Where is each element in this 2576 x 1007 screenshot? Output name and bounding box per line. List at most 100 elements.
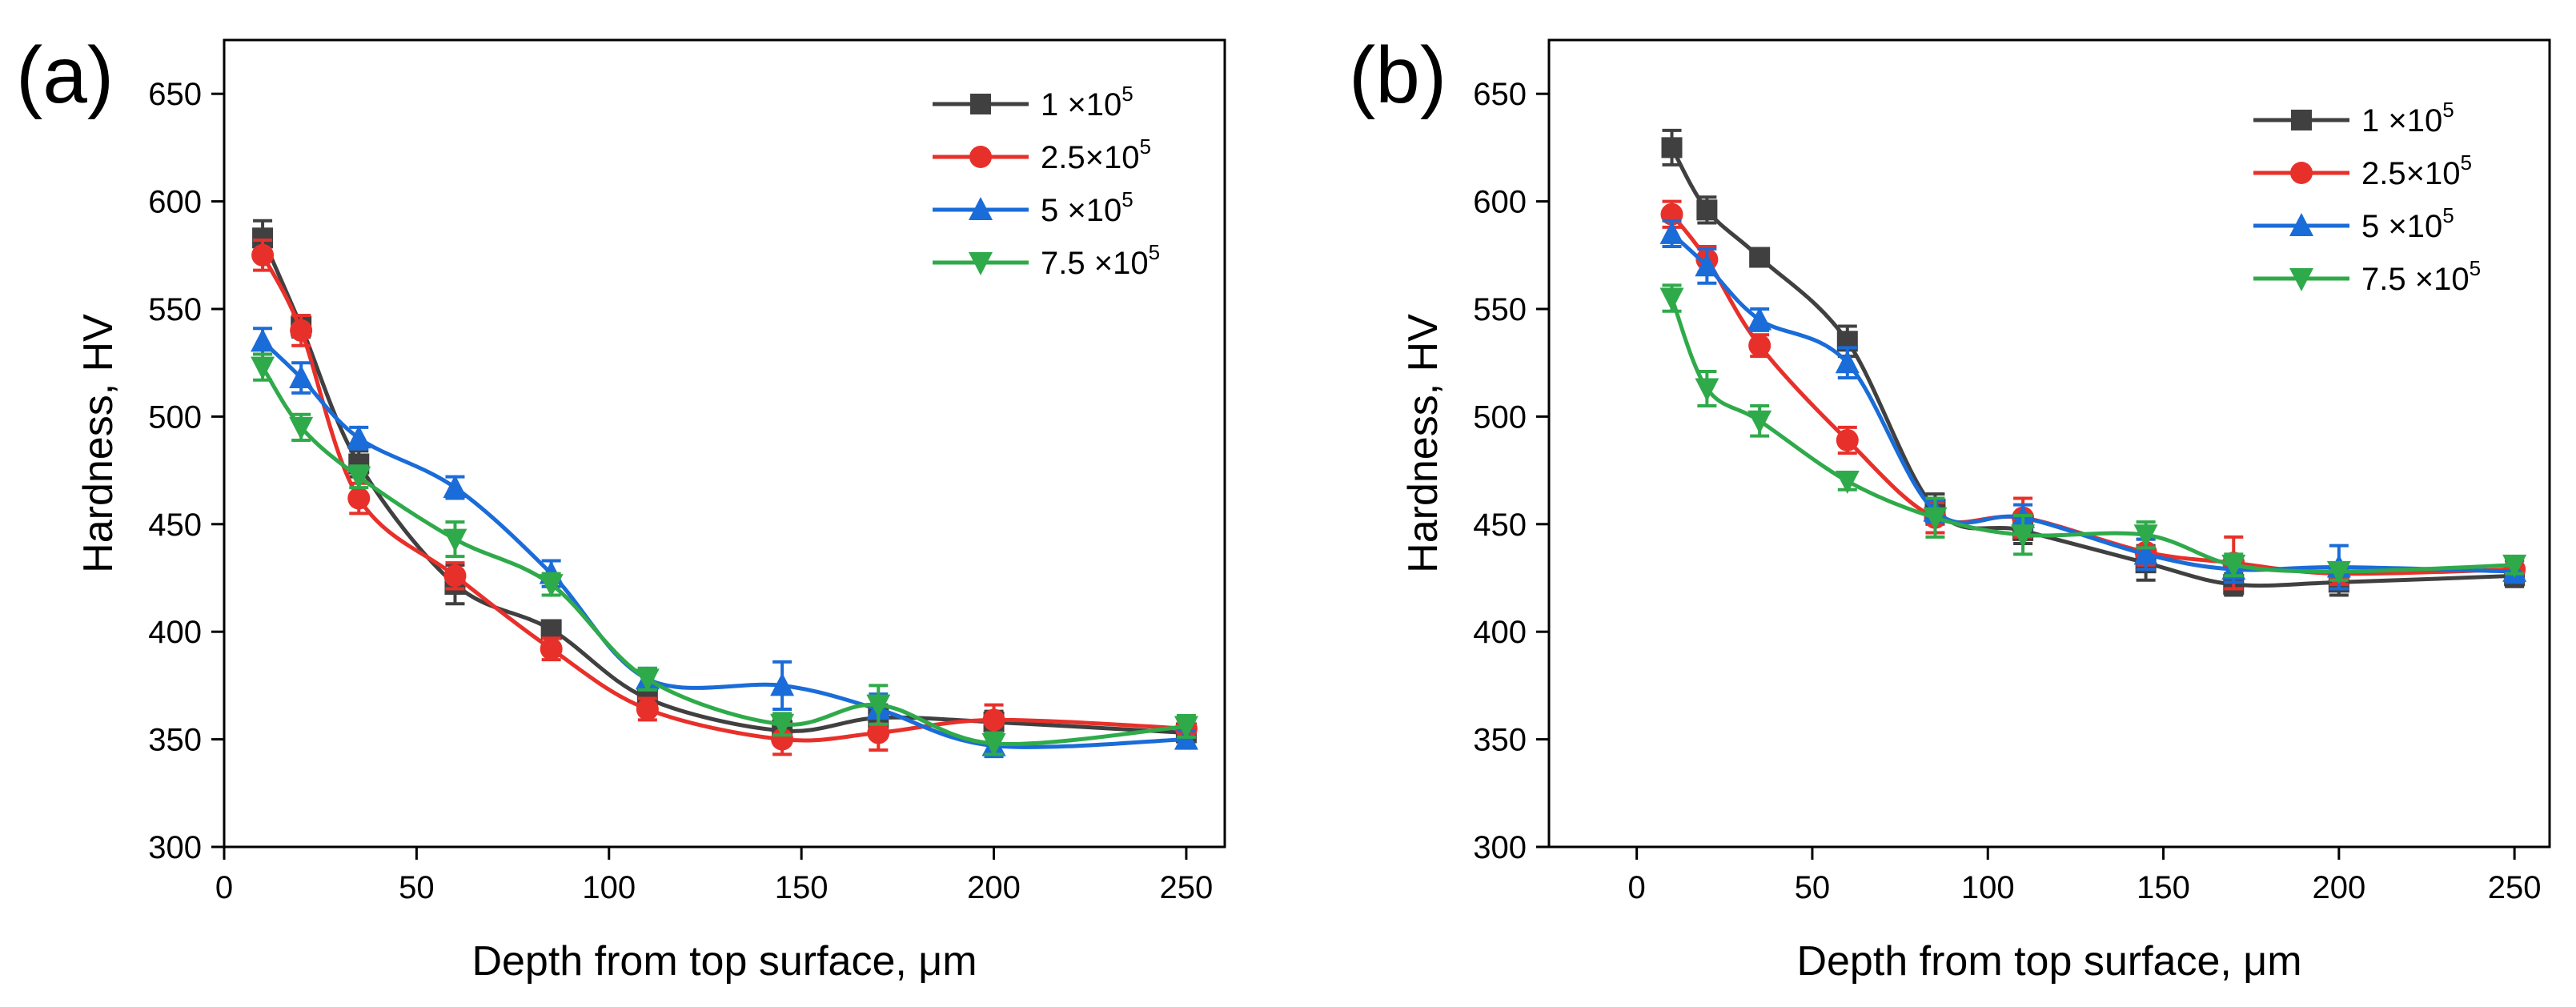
data-point xyxy=(1661,137,1683,158)
data-point xyxy=(443,475,467,499)
y-tick-label: 400 xyxy=(1473,615,1527,650)
data-point xyxy=(1749,247,1771,268)
y-tick-label: 450 xyxy=(148,508,202,543)
legend-marker xyxy=(2291,110,2312,130)
y-tick-label: 600 xyxy=(1473,185,1527,220)
legend-exponent: 5 xyxy=(1149,240,1160,264)
plot-frame xyxy=(223,38,1226,849)
legend-exponent: 5 xyxy=(2460,150,2471,175)
data-point xyxy=(1695,378,1719,402)
data-point xyxy=(1747,410,1772,434)
legend-label: 5 ×105 xyxy=(1041,187,1134,228)
legend-label: 5 ×105 xyxy=(2361,203,2454,244)
x-tick-label: 50 xyxy=(399,870,435,905)
y-tick-label: 450 xyxy=(1473,508,1527,543)
legend-marker xyxy=(2290,162,2313,184)
data-point xyxy=(2326,560,2351,584)
y-tick-label: 650 xyxy=(148,77,202,112)
data-point xyxy=(1747,307,1772,331)
data-point xyxy=(289,365,314,389)
legend-entry-1: 1 ×105 xyxy=(2253,98,2454,138)
series-2 xyxy=(251,238,1198,756)
data-point xyxy=(251,356,275,380)
data-point xyxy=(1696,199,1718,221)
data-point xyxy=(2133,524,2158,548)
data-point xyxy=(2221,554,2246,578)
data-point xyxy=(867,721,890,744)
x-tick-label: 250 xyxy=(2488,870,2542,905)
legend-entry-4: 7.5 ×105 xyxy=(2253,256,2481,297)
legend-exponent: 5 xyxy=(2442,98,2454,122)
legend-entry-3: 5 ×105 xyxy=(2253,203,2454,244)
legend-marker xyxy=(969,197,993,220)
data-point xyxy=(1835,350,1860,374)
legend-label: 2.5×105 xyxy=(2361,150,2472,191)
series-line xyxy=(261,339,1187,749)
data-point xyxy=(539,574,564,598)
series-1 xyxy=(252,219,1197,744)
data-point xyxy=(347,466,371,490)
legend-label: 1 ×105 xyxy=(1041,82,1134,122)
x-tick-label: 0 xyxy=(1628,870,1646,905)
legend-exponent: 5 xyxy=(1139,134,1150,158)
data-point xyxy=(1659,287,1684,311)
x-tick-label: 0 xyxy=(215,870,233,905)
data-point xyxy=(636,697,659,720)
data-point xyxy=(2502,554,2527,578)
x-tick-label: 150 xyxy=(2137,870,2190,905)
y-tick-label: 550 xyxy=(1473,292,1527,327)
data-point xyxy=(1659,220,1684,244)
y-tick-label: 650 xyxy=(1473,77,1527,112)
x-tick-label: 200 xyxy=(967,870,1021,905)
legend-entry-2: 2.5×105 xyxy=(2253,150,2472,191)
x-axis-title: Depth from top surface, μm xyxy=(1796,938,2301,985)
y-tick-label: 350 xyxy=(148,723,202,758)
data-point xyxy=(1836,428,1859,451)
x-tick-label: 100 xyxy=(582,870,636,905)
legend-label: 2.5×105 xyxy=(1041,134,1151,175)
legend-exponent: 5 xyxy=(2442,203,2454,227)
panel-label: (b) xyxy=(1349,30,1446,120)
data-point xyxy=(251,328,275,352)
data-point xyxy=(866,694,891,718)
series-2 xyxy=(1660,199,2526,591)
legend-marker xyxy=(2289,268,2313,291)
series-line xyxy=(1670,297,2515,574)
data-point xyxy=(251,243,275,267)
y-tick-label: 600 xyxy=(148,185,202,220)
x-tick-label: 200 xyxy=(2312,870,2365,905)
x-tick-label: 100 xyxy=(1961,870,2015,905)
data-point xyxy=(540,637,563,660)
legend-marker xyxy=(969,252,993,275)
data-point xyxy=(347,425,371,449)
panel-label: (a) xyxy=(16,30,114,120)
legend-marker xyxy=(970,94,991,114)
y-tick-label: 550 xyxy=(148,292,202,327)
panel-b: (b) 0 50 100 150 200 250 300 350 400 450 500 550 600 6… xyxy=(1349,30,2551,985)
y-tick-label: 300 xyxy=(148,830,202,865)
legend-label: 7.5 ×105 xyxy=(2361,256,2481,297)
y-tick-label: 300 xyxy=(1473,830,1527,865)
legend-exponent: 5 xyxy=(1121,82,1133,106)
data-point xyxy=(540,619,562,640)
legend-entry-1: 1 ×105 xyxy=(933,82,1134,122)
data-point xyxy=(981,732,1006,756)
series-4 xyxy=(1659,283,2527,584)
series-4 xyxy=(251,352,1198,756)
plot-frame xyxy=(1547,38,2551,849)
legend-entry-4: 7.5 ×105 xyxy=(933,240,1160,281)
legend-entry-3: 5 ×105 xyxy=(933,187,1134,228)
series-line xyxy=(260,254,1187,743)
y-tick-label: 500 xyxy=(1473,399,1527,435)
legend-exponent: 5 xyxy=(1121,187,1133,211)
legend-marker xyxy=(2289,213,2313,236)
data-point xyxy=(1835,471,1860,495)
data-point xyxy=(770,713,795,737)
data-point xyxy=(2133,541,2158,565)
data-point xyxy=(982,708,1005,732)
y-tick-label: 350 xyxy=(1473,723,1527,758)
data-point xyxy=(1174,716,1198,740)
data-point xyxy=(347,487,371,510)
panel-a: (a) 0 50 100 150 200 250 300 350 400 450 500 550 600 6… xyxy=(16,30,1226,985)
data-point xyxy=(2011,524,2036,548)
